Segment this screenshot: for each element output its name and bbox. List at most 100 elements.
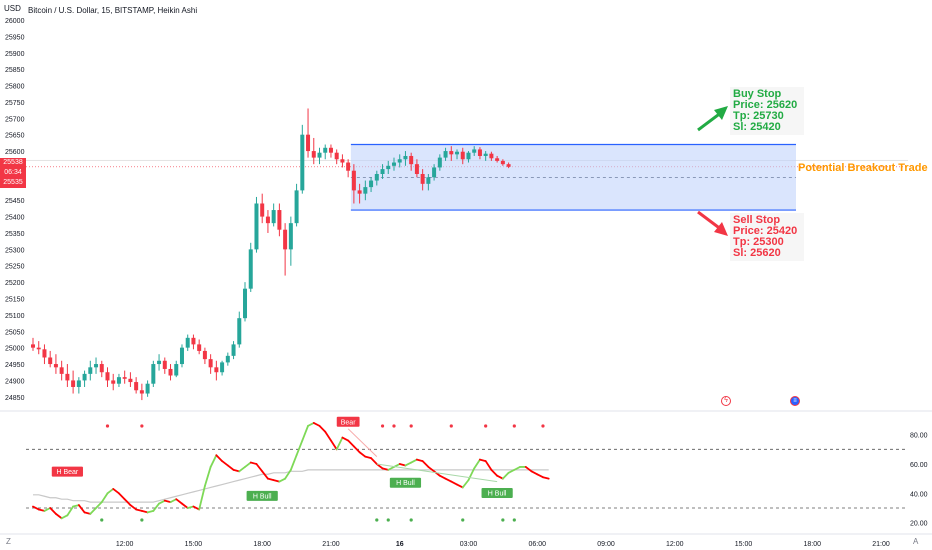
- osc-top-dot: [409, 424, 413, 428]
- osc-segment: [261, 470, 269, 480]
- candle-body: [495, 158, 500, 161]
- price-axis-tick: 25800: [5, 84, 25, 91]
- osc-segment: [66, 505, 75, 517]
- candle-body: [248, 249, 253, 289]
- osc-segment: [129, 504, 138, 511]
- osc-top-dot: [541, 424, 545, 428]
- osc-segment: [181, 502, 189, 509]
- candle-body: [179, 347, 184, 365]
- osc-segment: [507, 468, 516, 474]
- buy-stop-box: Buy Stop Price: 25620 Tp: 25730 Sl: 2542…: [730, 87, 804, 135]
- osc-segment: [438, 474, 447, 480]
- candle-body: [500, 160, 505, 165]
- chart-title: Bitcoin / U.S. Dollar, 15, BITSTAMP, Hei…: [28, 6, 198, 15]
- osc-segment: [404, 461, 413, 467]
- osc-signal-label-bg: [481, 488, 513, 498]
- osc-segment: [32, 505, 40, 511]
- osc-segment: [95, 501, 103, 509]
- event-flag-icon[interactable]: ≡: [790, 396, 800, 406]
- candle-body: [36, 347, 41, 350]
- osc-segment: [330, 439, 338, 451]
- osc-segment: [501, 471, 510, 480]
- candle-body: [391, 162, 396, 166]
- osc-segment: [244, 461, 252, 468]
- osc-segment: [106, 488, 115, 495]
- buy-stop-title: Buy Stop: [733, 88, 782, 100]
- candle-body: [220, 362, 225, 373]
- osc-segment: [324, 430, 332, 442]
- event-flash-icon[interactable]: ϟ: [721, 396, 731, 406]
- candle-body: [489, 153, 494, 159]
- candle-body: [260, 203, 265, 217]
- osc-segment: [226, 464, 235, 471]
- sell-arrow-head: [714, 222, 728, 236]
- candle-body: [122, 377, 127, 379]
- candle-body: [311, 151, 316, 158]
- osc-signal-label-bg: [389, 477, 422, 488]
- osc-top-dot: [105, 424, 110, 428]
- currency-label: USD: [4, 4, 21, 13]
- candle-body: [437, 157, 442, 168]
- osc-bottom-dot: [375, 518, 379, 522]
- osc-segment: [49, 507, 57, 515]
- osc-axis-tick: 20.00: [910, 521, 928, 528]
- time-axis-tick: 18:00: [804, 541, 822, 548]
- candle-body: [31, 344, 35, 348]
- time-axis-tick: 15:00: [185, 541, 203, 548]
- osc-segment: [163, 499, 172, 504]
- osc-segment: [169, 498, 178, 504]
- osc-signal-label-bg: [336, 416, 360, 427]
- osc-segment: [358, 451, 367, 458]
- time-axis-tick: 06:00: [528, 541, 546, 548]
- candle-body: [128, 378, 133, 383]
- osc-segment: [524, 466, 533, 473]
- osc-segment: [284, 468, 292, 480]
- candle-body: [145, 383, 150, 394]
- candle-body: [294, 190, 299, 224]
- candle-body: [432, 167, 437, 178]
- price-axis-tick: 25050: [5, 329, 25, 336]
- candle-body: [168, 368, 173, 376]
- osc-top-dot: [392, 424, 396, 428]
- candle-body: [214, 367, 219, 373]
- candle-body: [506, 164, 511, 167]
- osc-segment: [398, 463, 407, 467]
- price-axis-tick: 25350: [5, 231, 25, 238]
- osc-segment: [192, 505, 201, 511]
- osc-signal-label: H Bear: [56, 469, 78, 476]
- osc-bottom-dot: [140, 518, 144, 522]
- candle-body: [317, 152, 322, 158]
- sell-stop-price: Price: 25420: [733, 225, 798, 237]
- osc-segment: [267, 477, 275, 482]
- osc-segment: [347, 439, 355, 448]
- sell-stop-title: Sell Stop: [733, 214, 781, 226]
- candle-body: [237, 318, 242, 345]
- price-axis-tick: 25400: [5, 215, 25, 222]
- sell-stop-sl: Sl: 25620: [733, 247, 781, 259]
- osc-segment: [295, 439, 304, 457]
- candle-body: [42, 349, 47, 358]
- candle-body: [139, 390, 144, 394]
- candle-body: [363, 187, 368, 194]
- candle-body: [483, 153, 488, 156]
- candle-body: [340, 159, 345, 163]
- osc-axis-tick: 60.00: [910, 462, 928, 469]
- candle-body: [191, 337, 196, 345]
- time-axis-tick: 12:00: [666, 541, 684, 548]
- sell-stop-box: Sell Stop Price: 25420 Tp: 25300 Sl: 256…: [730, 213, 804, 261]
- price-axis-tick: 25150: [5, 297, 25, 304]
- time-axis-tick: 21:00: [872, 541, 890, 548]
- osc-segment: [255, 463, 264, 473]
- timezone-label[interactable]: Z: [6, 537, 11, 546]
- osc-signal-label: Bear: [341, 419, 356, 426]
- candle-body: [151, 364, 156, 384]
- osc-segment: [318, 424, 327, 433]
- osc-axis-tick: 40.00: [910, 491, 928, 498]
- osc-axis-tick: 80.00: [910, 433, 928, 440]
- candle-body: [420, 174, 425, 184]
- candle-body: [174, 364, 179, 376]
- candle-body: [323, 147, 328, 153]
- osc-segment: [530, 470, 539, 476]
- price-axis-tick: 24950: [5, 362, 25, 369]
